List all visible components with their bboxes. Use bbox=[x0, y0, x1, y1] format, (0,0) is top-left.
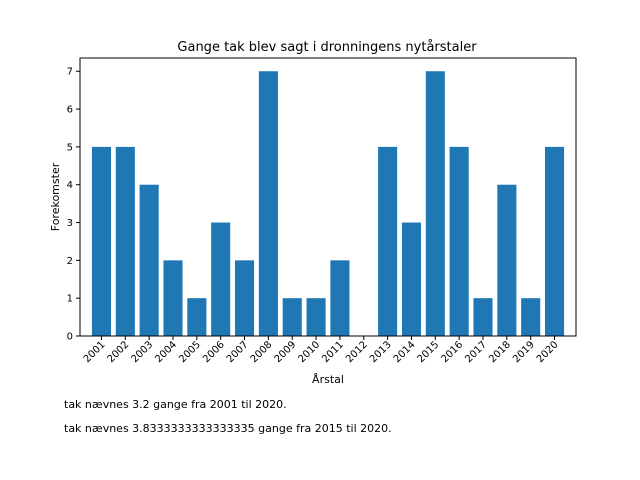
y-tick-label-4: 4 bbox=[67, 180, 73, 191]
bar-2009 bbox=[282, 298, 302, 336]
bar-2010 bbox=[306, 298, 326, 336]
y-tick-label-5: 5 bbox=[67, 142, 73, 153]
bar-2001 bbox=[91, 146, 111, 336]
bar-2020 bbox=[545, 146, 565, 336]
summary-note-2001-2020: tak nævnes 3.2 gange fra 2001 til 2020. bbox=[64, 398, 287, 411]
x-tick-label-2004: 2004 bbox=[153, 339, 179, 365]
x-tick-label-2020: 2020 bbox=[535, 339, 561, 365]
x-tick-label-2018: 2018 bbox=[487, 339, 513, 365]
bar-2013 bbox=[378, 146, 398, 336]
bar-2015 bbox=[425, 71, 445, 337]
x-tick-label-2019: 2019 bbox=[511, 339, 537, 365]
x-tick-label-2003: 2003 bbox=[129, 339, 155, 365]
bar-2017 bbox=[473, 298, 493, 336]
y-tick-label-2: 2 bbox=[67, 256, 73, 267]
bar-2018 bbox=[497, 184, 517, 336]
x-tick-label-2008: 2008 bbox=[249, 339, 275, 365]
x-tick-label-2002: 2002 bbox=[106, 339, 132, 365]
summary-note-2015-2020: tak nævnes 3.8333333333333335 gange fra … bbox=[64, 422, 392, 435]
bar-2016 bbox=[449, 146, 469, 336]
bar-2008 bbox=[258, 71, 278, 337]
chart-title: Gange tak blev sagt i dronningens nytårs… bbox=[177, 40, 477, 55]
x-tick-label-2013: 2013 bbox=[368, 339, 394, 365]
x-tick-label-2014: 2014 bbox=[392, 339, 418, 365]
x-axis-label: Årstal bbox=[312, 373, 344, 386]
x-tick-label-2012: 2012 bbox=[344, 339, 370, 365]
y-axis-label: Forekomster bbox=[49, 162, 62, 231]
y-tick-label-7: 7 bbox=[67, 67, 73, 78]
bar-2011 bbox=[330, 260, 350, 336]
x-tick-label-2017: 2017 bbox=[463, 339, 489, 365]
plot-frame bbox=[79, 57, 577, 337]
bar-2007 bbox=[235, 260, 255, 336]
bar-2002 bbox=[115, 146, 135, 336]
x-tick-label-2007: 2007 bbox=[225, 339, 251, 365]
x-tick-label-2009: 2009 bbox=[273, 339, 299, 365]
bar-2005 bbox=[187, 298, 207, 336]
x-tick-label-2006: 2006 bbox=[201, 339, 227, 365]
bar-2004 bbox=[163, 260, 183, 336]
x-tick-label-2010: 2010 bbox=[296, 339, 322, 365]
y-tick-label-1: 1 bbox=[67, 294, 73, 305]
bar-2019 bbox=[521, 298, 541, 336]
x-tick-label-2005: 2005 bbox=[177, 339, 203, 365]
y-tick-label-0: 0 bbox=[67, 332, 73, 343]
x-tick-label-2015: 2015 bbox=[416, 339, 442, 365]
x-tick-label-2016: 2016 bbox=[439, 339, 465, 365]
x-tick-label-2011: 2011 bbox=[320, 339, 346, 365]
y-tick-label-3: 3 bbox=[67, 218, 73, 229]
bar-2014 bbox=[401, 222, 421, 336]
y-tick-label-6: 6 bbox=[67, 105, 73, 116]
x-tick-label-2001: 2001 bbox=[82, 339, 108, 365]
bar-2006 bbox=[211, 222, 231, 336]
bar-2003 bbox=[139, 184, 159, 336]
